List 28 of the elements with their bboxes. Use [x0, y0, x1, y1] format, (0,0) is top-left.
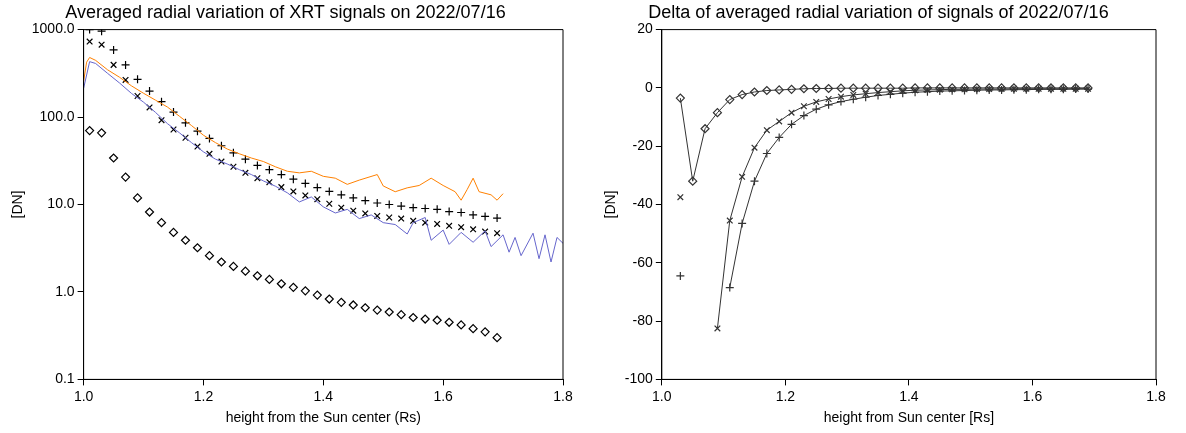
x-tick-label: 1.6: [433, 387, 454, 404]
y-tick-label: 0: [645, 78, 654, 95]
x-tick-label: 1.6: [1022, 387, 1043, 404]
x-tick-label: 1.2: [193, 387, 214, 404]
y-tick-label: 100.0: [39, 107, 75, 124]
chart-title: Averaged radial variation of XRT signals on 2022/07/16: [65, 1, 506, 22]
x-tick-label: 1.0: [652, 387, 672, 404]
x-tick-label: 1.8: [1146, 387, 1166, 404]
x-axis-title: height from the Sun center (Rs): [225, 409, 421, 426]
x-tick-label: 1.4: [899, 387, 919, 404]
y-tick-label: 20: [637, 20, 654, 37]
y-tick-label: -60: [632, 253, 654, 270]
x-tick-label: 1.8: [553, 387, 573, 404]
y-tick-label: 1000.0: [31, 20, 75, 37]
x-axis-title: height from Sun center [Rs]: [823, 409, 995, 426]
y-tick-label: -100: [624, 370, 654, 387]
y-axis-title: [DN]: [9, 190, 26, 219]
y-tick-label: -40: [632, 195, 654, 212]
y-tick-label: 1.0: [55, 282, 75, 299]
x-tick-label: 1.2: [775, 387, 796, 404]
y-tick-label: -80: [632, 311, 654, 328]
y-axis-title: [DN]: [602, 190, 619, 219]
y-tick-label: -20: [632, 137, 654, 154]
chart-title: Delta of averaged radial variation of signals of 2022/07/16: [648, 1, 1109, 22]
x-tick-label: 1.0: [73, 387, 94, 404]
x-tick-label: 1.4: [313, 387, 334, 404]
y-tick-label: 10.0: [47, 195, 75, 212]
y-tick-label: 0.1: [55, 370, 75, 387]
